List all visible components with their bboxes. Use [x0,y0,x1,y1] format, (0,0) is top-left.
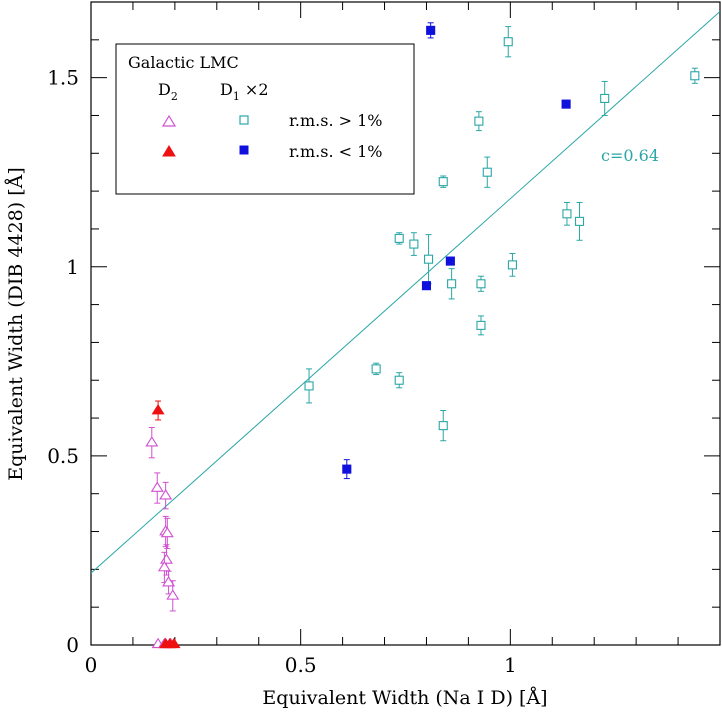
y-tick-label: 0 [66,633,79,657]
data-point-triangle [145,436,159,447]
data-point-square [482,167,492,177]
data-point-square [600,93,610,103]
fit-label: c=0.64 [601,146,659,165]
data-point-triangle [162,576,176,587]
legend-marker-lmc-open [239,115,249,125]
data-point-square [690,71,700,81]
data-point-square [438,177,448,187]
data-points [145,22,700,649]
data-point-square [562,209,572,219]
data-point-square [438,421,448,431]
tick-labels: 0 0.5 1 0 0.5 1 1.5 [47,66,517,677]
data-point-square [394,233,404,243]
legend: Galactic LMC D2 D1 ×2 r.m.s. > 1% r.m.s.… [115,43,415,195]
data-point-square [424,254,434,264]
y-tick-label: 1.5 [47,66,79,90]
data-point-square [507,260,517,270]
legend-row-high: r.m.s. > 1% [289,111,383,130]
data-point-square [394,375,404,385]
data-point-triangle [159,553,173,564]
data-point-square [503,37,513,47]
legend-col-galactic: D2 [158,80,178,103]
data-point-square [561,99,571,109]
data-point-square [476,279,486,289]
data-point-square [342,464,352,474]
data-point-square [447,279,457,289]
data-point-square [371,364,381,374]
legend-header: Galactic LMC [128,53,239,72]
data-point-square [476,320,486,330]
y-tick-label: 0.5 [47,444,79,468]
fit-line-layer: c=0.64 [90,11,721,574]
data-point-square [426,25,436,35]
data-point-triangle [150,481,164,492]
y-axis-title: Equivalent Width (DIB 4428) [Å] [5,167,27,481]
data-point-square [445,256,455,266]
legend-marker-galactic-open [161,114,177,127]
legend-row-low: r.m.s. < 1% [289,142,383,161]
legend-box [115,43,415,195]
legend-marker-lmc-filled [239,145,249,155]
plot-frame [90,1,721,646]
x-tick-label: 0 [85,653,98,677]
y-tick-label: 1 [66,255,79,279]
data-point-square [409,239,419,249]
x-tick-label: 0.5 [285,653,317,677]
data-point-triangle [157,560,171,572]
data-point-square [421,281,432,291]
data-point-triangle [159,489,173,500]
legend-col-lmc: D1 ×2 [220,80,269,103]
data-point-triangle [151,403,165,415]
data-point-triangle [166,589,180,600]
x-tick-label: 1 [504,653,517,677]
x-axis-title: Equivalent Width (Na I D) [Å] [262,687,547,709]
fit-line [90,11,721,574]
data-point-triangle [167,637,181,649]
data-point-square [574,216,585,226]
data-point-triangle [160,526,174,538]
data-point-square [304,381,314,391]
data-point-square [474,116,484,126]
legend-marker-galactic-filled [162,145,176,157]
